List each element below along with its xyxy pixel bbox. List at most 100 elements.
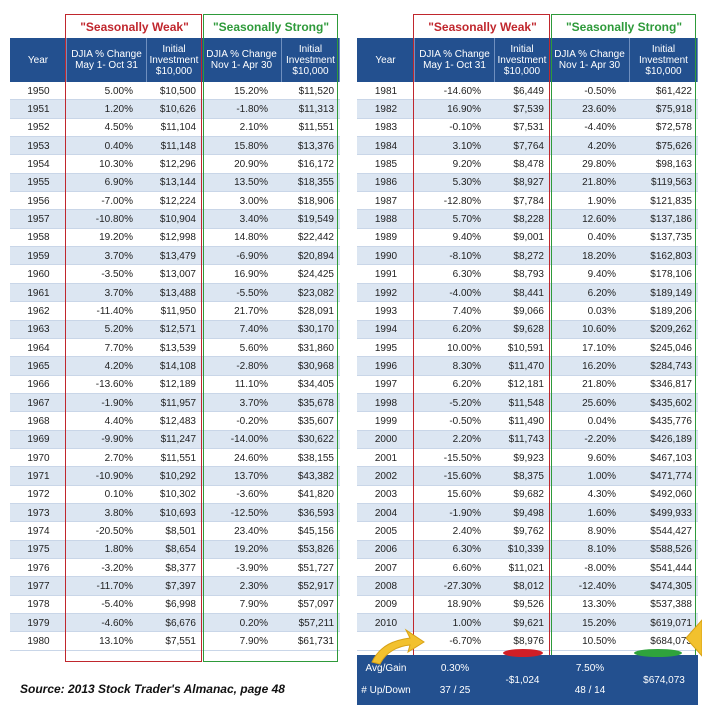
value-cell: 19.20%	[234, 544, 268, 556]
value-cell: 4.20%	[104, 360, 133, 372]
value-cell: 0.03%	[587, 305, 616, 317]
source-note: Source: 2013 Stock Trader's Almanac, pag…	[20, 682, 285, 696]
value-cell: $8,228	[513, 214, 544, 226]
year-cell: 1956	[27, 195, 50, 207]
value-cell: 6.20%	[452, 324, 481, 336]
row-background	[10, 632, 340, 651]
value-cell: $10,626	[159, 104, 196, 116]
value-cell: -27.30%	[443, 581, 481, 593]
value-cell: $28,091	[297, 305, 334, 317]
value-cell: 0.40%	[104, 140, 133, 152]
year-cell: 1964	[27, 342, 50, 354]
value-cell: -4.60%	[101, 617, 133, 629]
row-background	[10, 338, 340, 358]
value-cell: $346,817	[650, 379, 692, 391]
row-background	[357, 357, 698, 376]
value-cell: 5.20%	[104, 324, 133, 336]
value-cell: $12,571	[159, 324, 196, 336]
year-cell: 2001	[374, 452, 398, 464]
value-cell: $8,012	[513, 581, 544, 593]
value-cell: 3.70%	[104, 250, 133, 262]
year-cell: 1975	[27, 544, 50, 556]
value-cell: -5.40%	[101, 599, 133, 611]
value-cell: 13.50%	[234, 177, 268, 189]
row-background	[10, 173, 340, 193]
value-cell: $57,097	[297, 599, 334, 611]
row-background	[10, 412, 340, 431]
value-cell: 23.40%	[234, 526, 268, 538]
value-cell: 0.20%	[239, 617, 268, 629]
value-cell: $12,189	[159, 379, 196, 391]
row-background	[357, 430, 698, 449]
year-cell: 1971	[27, 471, 50, 483]
year-cell: 2003	[374, 489, 398, 501]
value-cell: $8,377	[165, 562, 196, 574]
value-cell: $12,181	[507, 379, 544, 391]
row-background	[10, 577, 340, 596]
value-cell: $189,149	[650, 287, 692, 299]
value-cell: $10,500	[159, 85, 196, 97]
value-cell: $14,108	[159, 360, 196, 372]
value-cell: $8,976	[513, 636, 544, 648]
value-cell: $7,551	[165, 636, 196, 648]
year-cell: 1972	[27, 489, 50, 501]
value-cell: 5.00%	[104, 85, 133, 97]
row-background	[10, 357, 340, 376]
year-cell: 1996	[374, 360, 398, 372]
value-cell: 7.90%	[239, 636, 268, 648]
value-cell: $435,602	[650, 397, 692, 409]
value-cell: $41,820	[297, 489, 334, 501]
row-background	[10, 485, 340, 505]
value-cell: 3.70%	[239, 397, 268, 409]
value-cell: $30,968	[297, 360, 334, 372]
value-cell: $178,106	[650, 269, 692, 281]
year-cell: 1992	[374, 287, 398, 299]
value-cell: 15.20%	[234, 85, 268, 97]
value-cell: $61,422	[655, 85, 692, 97]
column-header: Year	[10, 38, 67, 82]
header-line: DJIA % Change	[419, 49, 490, 60]
value-cell: $11,551	[160, 452, 196, 464]
year-cell: 1979	[27, 617, 50, 629]
year-cell: 1959	[27, 250, 50, 262]
year-cell: 1968	[27, 415, 50, 427]
value-cell: 4.50%	[104, 122, 133, 134]
value-cell: $11,104	[160, 122, 196, 134]
value-cell: $7,397	[165, 581, 196, 593]
value-cell: $9,066	[513, 305, 544, 317]
row-background	[357, 320, 698, 339]
value-cell: $61,731	[297, 636, 334, 648]
header-line: Initial	[298, 43, 323, 55]
value-cell: 12.60%	[582, 214, 616, 226]
row-background	[357, 192, 698, 211]
value-cell: -8.10%	[449, 250, 481, 262]
value-cell: 1.00%	[587, 471, 616, 483]
row-background	[10, 82, 340, 101]
value-cell: $8,441	[513, 287, 544, 299]
summary-value: 37 / 25	[439, 684, 471, 696]
strong-label: "Seasonally Strong"	[565, 20, 683, 34]
row-background	[10, 504, 340, 523]
strong-label: "Seasonally Strong"	[212, 20, 330, 34]
row-background	[10, 595, 340, 615]
value-cell: $18,355	[297, 177, 334, 189]
row-background	[10, 614, 340, 633]
row-background	[357, 302, 698, 321]
value-cell: -10.80%	[95, 214, 133, 226]
value-cell: -1.90%	[101, 397, 133, 409]
year-cell: 1993	[374, 305, 398, 317]
value-cell: $72,578	[655, 122, 692, 134]
row-background	[10, 449, 340, 468]
summary-value: 48 / 14	[574, 684, 606, 696]
value-cell: 21.80%	[582, 177, 616, 189]
value-cell: -7.00%	[101, 195, 133, 207]
value-cell: $11,490	[508, 415, 544, 427]
value-cell: $162,803	[650, 250, 692, 262]
value-cell: $10,339	[507, 544, 544, 556]
value-cell: -13.60%	[95, 379, 133, 391]
value-cell: $10,693	[159, 507, 196, 519]
row-background	[357, 595, 698, 615]
year-cell: 1950	[27, 85, 50, 97]
value-cell: $11,021	[508, 562, 544, 574]
